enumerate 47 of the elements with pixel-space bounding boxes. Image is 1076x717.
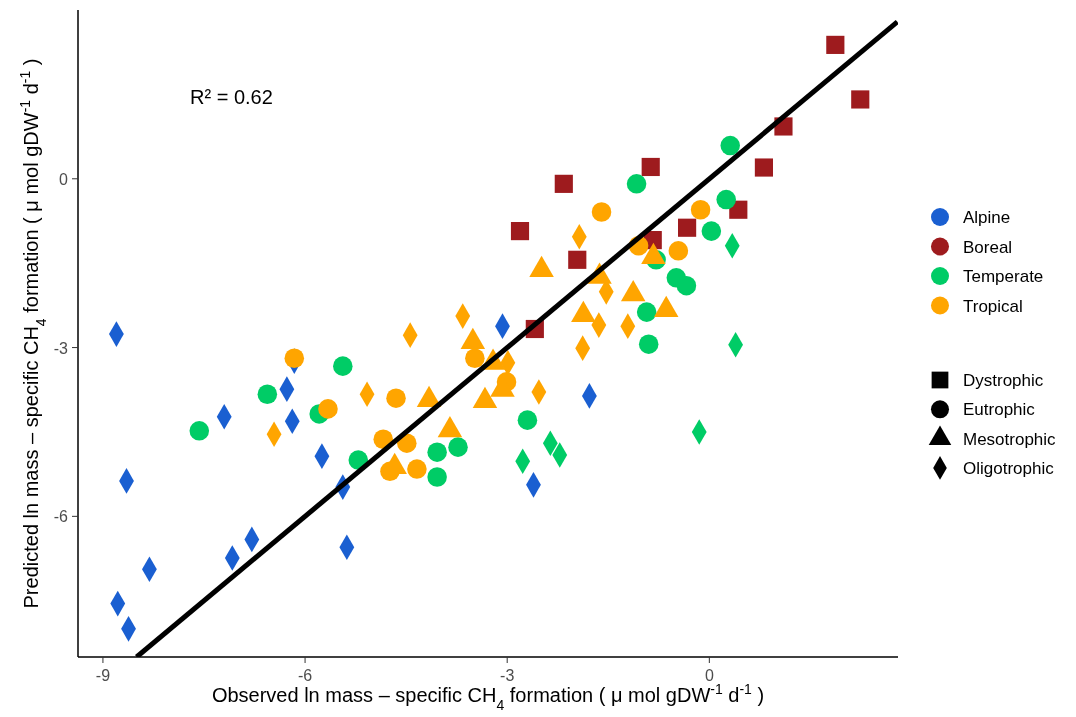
text: Eutrophic (963, 400, 1036, 420)
point (257, 384, 278, 405)
point (189, 421, 210, 441)
legend-label: Temperate (963, 267, 1044, 286)
point (386, 388, 406, 408)
point (407, 459, 427, 479)
text: Oligotrophic (963, 458, 1055, 478)
point (568, 250, 587, 269)
y-tick-label: -6 (53, 508, 69, 526)
point (641, 157, 660, 177)
point (448, 437, 468, 457)
point (720, 135, 740, 156)
point (333, 356, 353, 376)
y-tick-label: -3 (53, 339, 69, 357)
point (676, 275, 697, 296)
point (701, 221, 722, 241)
x-tick-label: -3 (500, 667, 515, 684)
point (690, 199, 711, 220)
x-tick-label: -6 (297, 667, 313, 684)
point (554, 174, 573, 193)
point (668, 241, 689, 261)
point (678, 218, 697, 237)
point (427, 442, 447, 462)
point (716, 189, 736, 210)
point (465, 348, 485, 369)
point (754, 158, 773, 177)
point (826, 35, 845, 54)
point (318, 399, 338, 419)
y-tick-label: 0 (59, 170, 69, 188)
legend-label: Boreal (963, 237, 1013, 257)
text: Dystrophic (963, 371, 1044, 390)
point (427, 467, 447, 487)
annotation: R² = 0.62 (190, 86, 273, 108)
point (851, 90, 870, 109)
point (636, 302, 657, 322)
point (517, 410, 538, 430)
point (591, 202, 612, 222)
legend-label: Alpine (963, 208, 1011, 227)
point (638, 334, 659, 354)
point (510, 222, 530, 241)
point (284, 348, 305, 369)
x-tick-label: -9 (95, 667, 111, 684)
legend-label: Tropical (963, 296, 1023, 316)
x-axis-title: Observed ln mass – specific CH$_{4}$ formation ( μ mol gDW$^{-1}$ d$^{-1}$ ) (211, 681, 765, 713)
point (626, 174, 647, 194)
x-tick-label: 0 (704, 667, 714, 684)
text: Mesotrophic (963, 429, 1057, 449)
